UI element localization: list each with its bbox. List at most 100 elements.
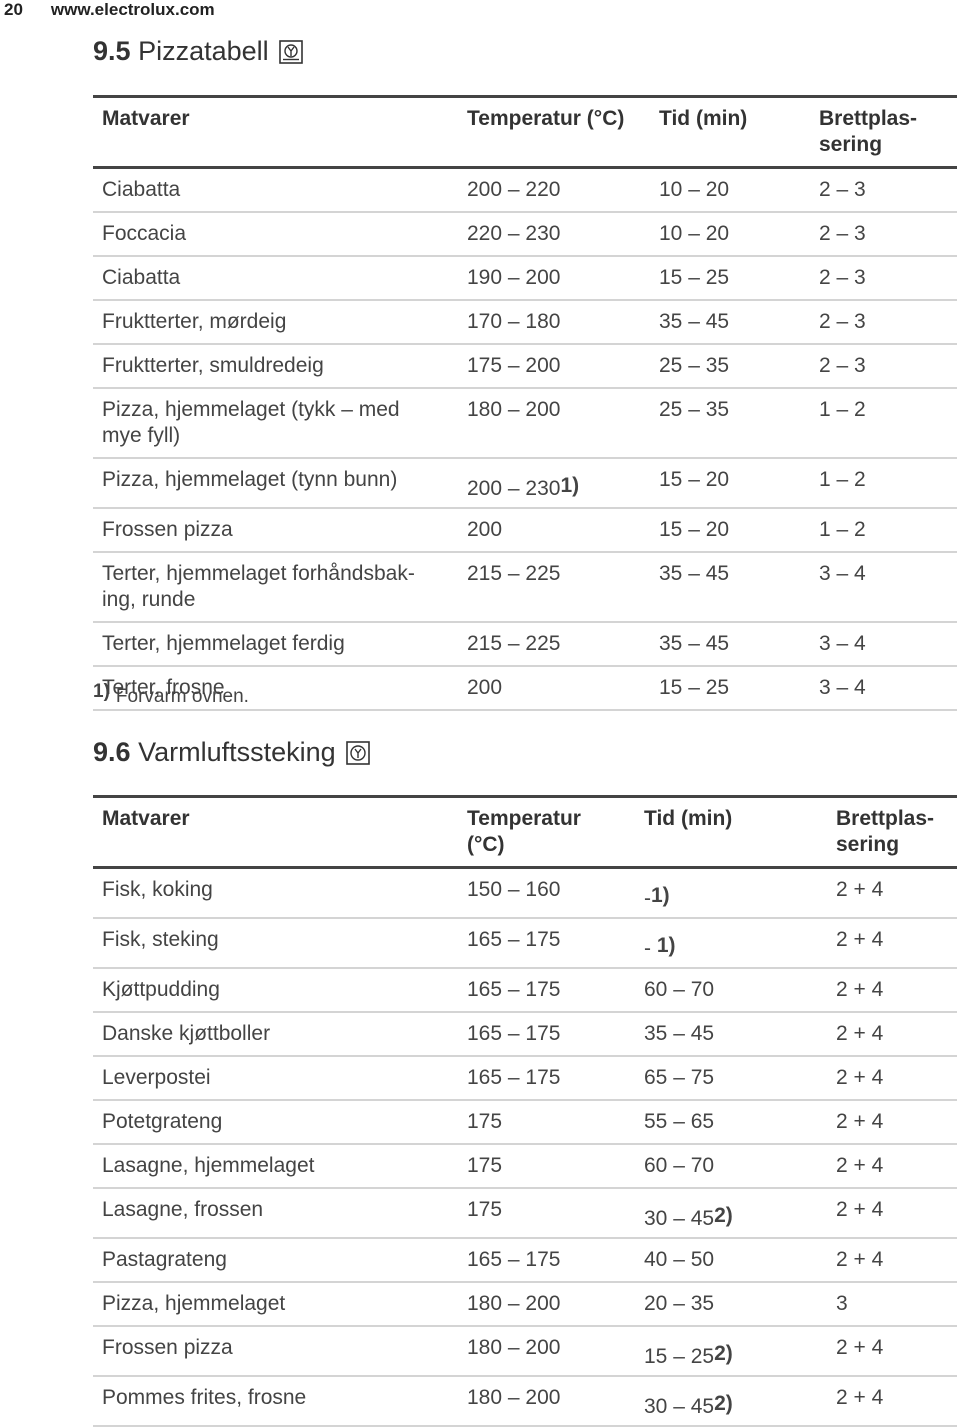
table-cell: Ciabatta [93,256,458,301]
table-cell: 2 + 4 [827,918,957,969]
table-cell: 165 – 175 [458,968,635,1013]
table-cell: 15 – 20 [650,508,810,553]
table-cell: 215 – 225 [458,552,650,623]
table-cell: Pizza, hjemmelaget (tykk – med mye fyll) [93,388,458,459]
cell-text: 30 – 45 [644,1207,715,1230]
section-number: 9.6 [93,737,131,767]
table-row: Terter, hjemmelaget forhåndsbak- ing, ru… [93,552,957,623]
footnote-ref: 2) [714,1392,733,1415]
table-cell: 2 – 3 [810,167,957,213]
table-cell: Foccacia [93,212,458,257]
table-cell: 15 – 20 [650,458,810,509]
table-cell: Pastagrateng [93,1238,458,1283]
table-cell: 175 – 200 [458,344,650,389]
table-row: Pastagrateng 165 – 175 40 – 50 2 + 4 [93,1238,957,1283]
footnote: 1) Forvarm ovnen. [93,681,249,708]
table-cell: 215 – 225 [458,622,650,667]
table-cell: Terter, hjemmelaget ferdig [93,622,458,667]
table-cell: 30 – 452) [635,1188,827,1239]
table-row: Lasagne, hjemmelaget 175 60 – 70 2 + 4 [93,1144,957,1189]
table-cell: 3 – 4 [810,622,957,667]
table-cell: 165 – 175 [458,1012,635,1057]
table-cell: 2 + 4 [827,1012,957,1057]
table-cell: Danske kjøttboller [93,1012,458,1057]
column-header: Temperatur (°C) [458,95,650,169]
table-cell: 165 – 175 [458,1056,635,1101]
table-cell: 2 + 4 [827,1326,957,1377]
table-cell: 180 – 200 [458,388,650,459]
table-cell: 60 – 70 [635,968,827,1013]
table-cell: Lasagne, frossen [93,1188,458,1239]
table-cell: Pommes frites, frosne [93,1376,458,1427]
table-cell: 170 – 180 [458,300,650,345]
table-cell: 2 + 4 [827,1144,957,1189]
cell-text: 15 – 25 [644,1345,715,1368]
table-row: Lasagne, frossen 175 30 – 452) 2 + 4 [93,1188,957,1239]
table-row: Pizza, hjemmelaget 180 – 200 20 – 35 3 [93,1282,957,1327]
fan-icon [278,39,303,64]
table-row: Terter, frosne 200 15 – 25 3 – 4 [93,666,957,711]
table-cell: 35 – 45 [650,622,810,667]
table-cell: Pizza, hjemmelaget [93,1282,458,1327]
table-cell: 175 [458,1144,635,1189]
footnote-ref: 2) [714,1204,733,1227]
table-cell: 190 – 200 [458,256,650,301]
table-row: Terter, hjemmelaget ferdig 215 – 225 35 – … [93,622,957,667]
table-cell: Lasagne, hjemmelaget [93,1144,458,1189]
table-cell: 35 – 45 [635,1012,827,1057]
page-header: 20 www.electrolux.com [4,0,243,20]
footnote-ref: 2) [714,1342,733,1365]
table-cell: 3 – 4 [810,552,957,623]
table-row: Pommes frites, frosne 180 – 200 30 – 452) 2… [93,1376,957,1427]
table-cell: 10 – 20 [650,212,810,257]
table-cell: Leverpostei [93,1056,458,1101]
table-cell: 2 – 3 [810,212,957,257]
site-url: www.electrolux.com [50,0,215,19]
section-title: 9.5 Pizzatabell [93,36,303,67]
column-header: Temperatur (°C) [458,795,635,869]
table-cell: 30 – 452) [635,1376,827,1427]
table-cell: 3 – 4 [810,666,957,711]
column-header: Tid (min) [650,95,810,169]
header-row: Matvarer Temperatur (°C) Tid (min) Brettpla… [93,795,957,869]
table-cell: 55 – 65 [635,1100,827,1145]
table-cell: 2 + 4 [827,1376,957,1427]
cell-text: - [644,887,651,910]
footnote-ref: 1) [651,884,670,907]
table-cell: 65 – 75 [635,1056,827,1101]
table-cell: Fruktterter, mørdeig [93,300,458,345]
table-cell: 180 – 200 [458,1282,635,1327]
table-cell: Pizza, hjemmelaget (tynn bunn) [93,458,458,509]
section-name: Pizzatabell [138,36,269,66]
table-row: Fruktterter, smuldredeig 175 – 200 25 – 35… [93,344,957,389]
table-cell: Terter, frosne [93,666,458,711]
table-cell: -1) [635,867,827,919]
cell-text: - [644,937,657,960]
table-cell: Kjøttpudding [93,968,458,1013]
table-cell: 175 [458,1100,635,1145]
table-cell: 60 – 70 [635,1144,827,1189]
table-cell: 3 [827,1282,957,1327]
table-cell: 10 – 20 [650,167,810,213]
table-row: Fisk, steking 165 – 175- 1) 2 + 4 [93,918,957,969]
section-title: 9.6 Varmluftssteking [93,737,370,768]
table-cell: 1 – 2 [810,508,957,553]
section-number: 9.5 [93,36,131,66]
column-header: Tid (min) [635,795,827,869]
table-cell: 180 – 200 [458,1376,635,1427]
table-cell: 1 – 2 [810,458,957,509]
column-header: Brettplas- sering [810,95,957,169]
table-cell: 2 + 4 [827,1188,957,1239]
table-cell: Fisk, koking [93,867,458,919]
table-cell: Frossen pizza [93,1326,458,1377]
table-row: Kjøttpudding 165 – 175 60 – 70 2 + 4 [93,968,957,1013]
table-row: Frossen pizza 180 – 200 15 – 252) 2 + 4 [93,1326,957,1377]
table-cell: 15 – 25 [650,256,810,301]
table-cell: 200 [458,666,650,711]
table-cell: 25 – 35 [650,388,810,459]
table-row: Pizza, hjemmelaget (tynn bunn) 200 – 2301… [93,458,957,509]
table-cell: 2 – 3 [810,300,957,345]
table-cell: 35 – 45 [650,552,810,623]
table-cell: 180 – 200 [458,1326,635,1377]
section-name: Varmluftssteking [138,737,336,767]
